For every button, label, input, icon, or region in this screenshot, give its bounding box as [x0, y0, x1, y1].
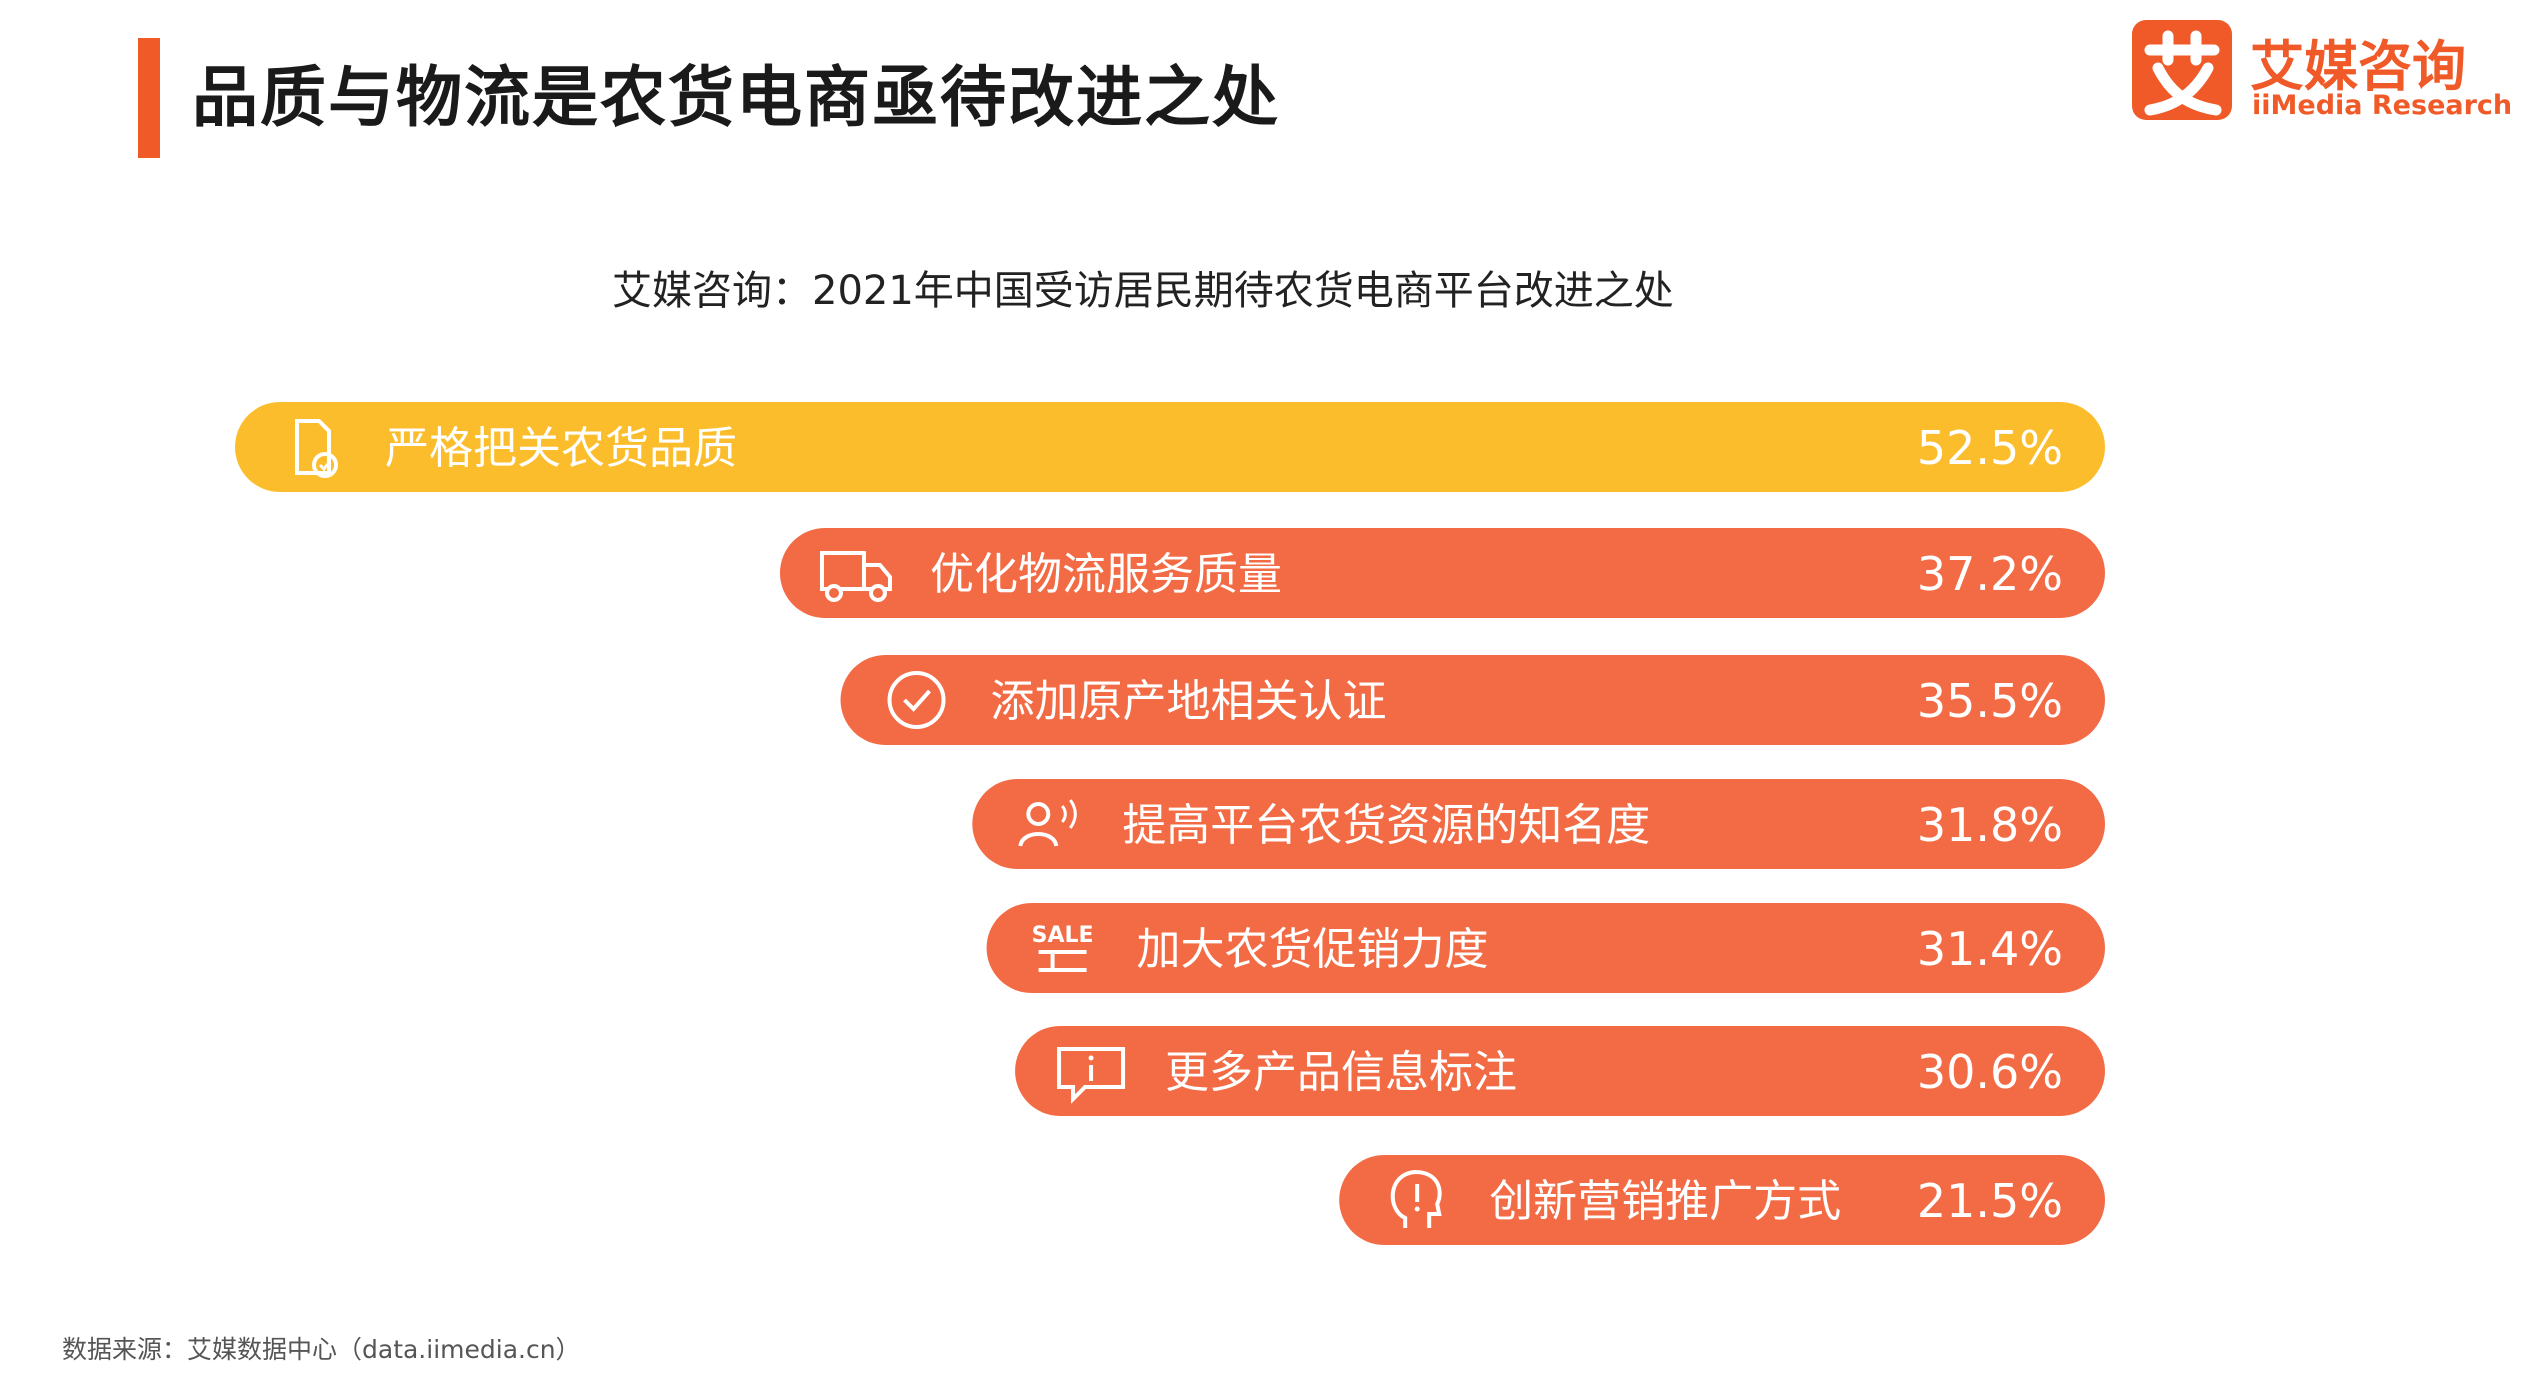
- bar-value-label: 37.2%: [1917, 547, 2063, 601]
- bar-value-label: 35.5%: [1917, 674, 2063, 728]
- bar-group: 严格把关农货品质 52.5%: [235, 402, 2105, 492]
- logo-name-cn: 艾媒咨询: [2250, 35, 2466, 98]
- logo-mark: [2132, 20, 2232, 120]
- svg-text:SALE: SALE: [1032, 923, 1094, 948]
- bar-label: 添加原产地相关认证: [991, 676, 1387, 727]
- bar: [840, 655, 2105, 745]
- bar-value-label: 31.4%: [1917, 922, 2063, 976]
- title-accent-bar: [138, 38, 160, 158]
- bar-label: 创新营销推广方式: [1489, 1176, 1841, 1227]
- info-message-icon: [1057, 1047, 1126, 1104]
- bar-group: 优化物流服务质量 37.2%: [779, 528, 2105, 618]
- bar-label: 优化物流服务质量: [930, 549, 1282, 600]
- bar: [972, 779, 2106, 869]
- bar-label: 严格把关农货品质: [385, 423, 737, 474]
- idea-head-icon: [1390, 1169, 1442, 1228]
- document-check-icon: [295, 419, 338, 478]
- logo-glyph-icon: [2144, 30, 2222, 116]
- bar-group: 添加原产地相关认证 35.5%: [840, 655, 2105, 745]
- page-title: 品质与物流是农货电商亟待改进之处: [192, 59, 1280, 136]
- bar: [235, 402, 2105, 492]
- user-broadcast-icon: [1018, 799, 1077, 847]
- bar-value-label: 31.8%: [1917, 798, 2063, 852]
- bar-group: SALE 加大农货促销力度 31.4%: [986, 903, 2105, 993]
- brand-logo: 艾媒咨询 iiMedia Research: [2132, 20, 2512, 130]
- chart-title: 艾媒咨询：2021年中国受访居民期待农货电商平台改进之处: [612, 268, 1674, 314]
- bar-label: 提高平台农货资源的知名度: [1122, 800, 1650, 851]
- bar: [986, 903, 2105, 993]
- bar: [1015, 1026, 2105, 1116]
- bar-label: 加大农货促销力度: [1137, 924, 1489, 975]
- bar-group: 创新营销推广方式 21.5%: [1339, 1155, 2105, 1245]
- data-source: 数据来源：艾媒数据中心（data.iimedia.cn）: [62, 1335, 581, 1364]
- bar: [779, 528, 2105, 618]
- bar-group: 提高平台农货资源的知名度 31.8%: [972, 779, 2106, 869]
- bar-label: 更多产品信息标注: [1165, 1047, 1517, 1098]
- bar-value-label: 30.6%: [1917, 1045, 2063, 1099]
- sale-icon: SALE: [1032, 923, 1094, 972]
- bar: [1339, 1155, 2105, 1245]
- truck-icon: [819, 551, 892, 602]
- bar-value-label: 21.5%: [1917, 1174, 2063, 1228]
- bar-group: 更多产品信息标注 30.6%: [1015, 1026, 2105, 1116]
- logo-name-en: iiMedia Research: [2252, 90, 2513, 121]
- check-circle-icon: [887, 671, 946, 729]
- bar-value-label: 52.5%: [1917, 421, 2063, 475]
